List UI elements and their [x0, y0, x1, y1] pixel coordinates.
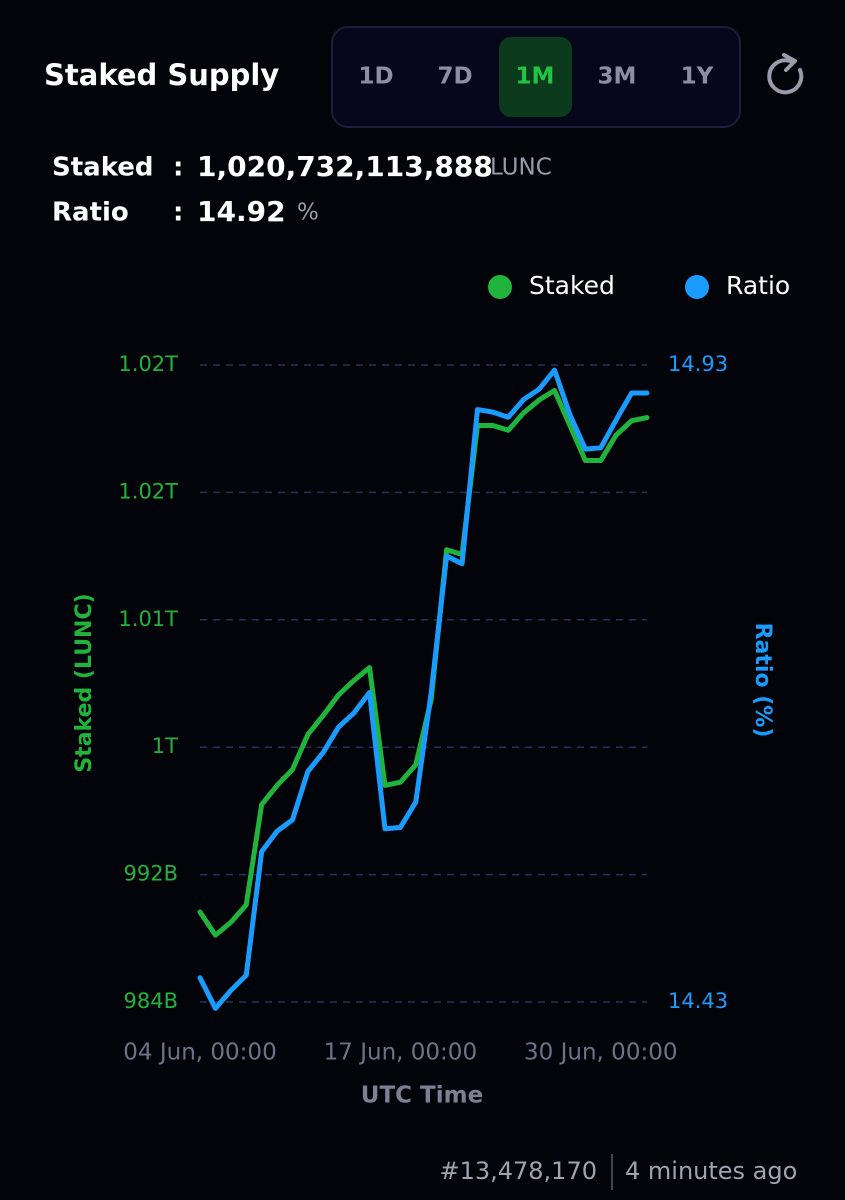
- refresh-icon[interactable]: [767, 58, 804, 95]
- legend-label: Ratio: [726, 271, 790, 300]
- x-axis-label: UTC Time: [361, 1083, 483, 1109]
- series-line: [197, 367, 650, 1011]
- y2-tick-label: 14.43: [668, 989, 728, 1013]
- period-button[interactable]: 1D: [358, 64, 393, 90]
- block-height: #13,478,170: [439, 1157, 597, 1185]
- period-button[interactable]: 1M: [516, 64, 555, 90]
- y-axis-label: Staked (LUNC): [72, 593, 97, 772]
- y-tick-label: 1.01T: [118, 607, 178, 631]
- staked-label: Staked: [52, 153, 154, 183]
- x-tick-label: 04 Jun, 00:00: [123, 1040, 276, 1066]
- y-tick-label: 992B: [124, 862, 179, 886]
- period-button[interactable]: 1Y: [681, 64, 714, 90]
- title: Staked Supply: [44, 58, 279, 92]
- staked-unit: LUNC: [490, 155, 552, 181]
- separator: :: [173, 198, 183, 228]
- ratio-value: 14.92: [197, 195, 286, 228]
- legend-label: Staked: [529, 271, 615, 300]
- y-tick-label: 984B: [124, 989, 179, 1013]
- x-tick-label: 17 Jun, 00:00: [324, 1040, 477, 1066]
- y-tick-label: 1.02T: [118, 479, 178, 503]
- ratio-label: Ratio: [52, 198, 129, 228]
- y-tick-label: 1.02T: [118, 352, 178, 376]
- refresh-button[interactable]: [767, 53, 804, 95]
- x-tick-label: 30 Jun, 00:00: [524, 1040, 677, 1066]
- y2-tick-label: 14.93: [668, 352, 728, 376]
- active-period-bg[interactable]: [499, 37, 572, 117]
- period-buttons: 1D 7D 1M 3M 1Y: [358, 37, 714, 117]
- period-button[interactable]: 7D: [437, 64, 472, 90]
- separator: :: [173, 153, 183, 183]
- staked-value: 1,020,732,113,888: [197, 150, 493, 183]
- last-updated: 4 minutes ago: [625, 1157, 797, 1185]
- legend-swatch: [685, 275, 709, 299]
- ratio-unit: %: [297, 200, 319, 226]
- period-button[interactable]: 3M: [598, 64, 637, 90]
- legend-swatch: [488, 275, 512, 299]
- refresh-arrow[interactable]: [782, 53, 797, 72]
- y2-axis-label: Ratio (%): [750, 623, 775, 738]
- y-tick-label: 1T: [152, 734, 178, 758]
